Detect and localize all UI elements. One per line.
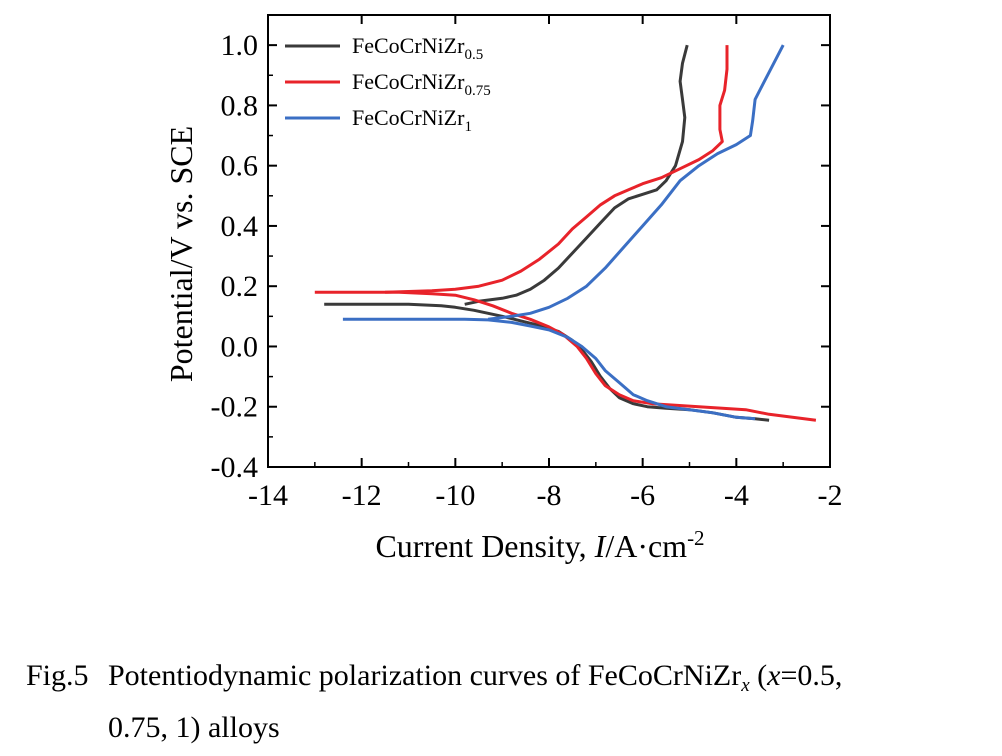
caption-variable: x xyxy=(767,659,781,692)
y-axis-title: Potential/V vs. SCE xyxy=(163,126,199,382)
legend-label: FeCoCrNiZr0.5 xyxy=(352,33,483,63)
caption-line-2: 0.75, 1) alloys xyxy=(108,711,280,744)
y-tick-label: 1.0 xyxy=(221,29,259,62)
series-line-anodic-2 xyxy=(385,45,729,294)
y-tick-label: 0.4 xyxy=(221,210,259,243)
legend-label: FeCoCrNiZr1 xyxy=(352,105,472,135)
legend: FeCoCrNiZr0.5 FeCoCrNiZr0.75 FeCoCrNiZr1 xyxy=(285,33,491,135)
x-tick-label: -6 xyxy=(630,479,655,512)
x-axis-title-italic: I xyxy=(594,528,607,564)
x-tick-label: -4 xyxy=(724,479,749,512)
y-tick-label: -0.4 xyxy=(211,451,259,484)
x-tick-label: -14 xyxy=(248,479,288,512)
figure-caption: Fig.5 Potentiodynamic polarization curves… xyxy=(26,655,996,749)
x-tick-label: -8 xyxy=(537,479,562,512)
polarization-chart: -14 -12 -10 -8 -6 -4 -2 -0.4 -0.2 0.0 0.2 0.4 0.6 0.8… xyxy=(163,14,843,564)
y-tick-label: 0.2 xyxy=(221,270,259,303)
x-axis-title: Current Density, I/A·cm-2 xyxy=(375,526,704,564)
x-axis-title-sup: -2 xyxy=(687,526,705,550)
caption-number: Fig.5 xyxy=(26,659,89,692)
series-line-anodic-3 xyxy=(487,44,785,321)
caption-text: Potentiodynamic polarization curves of F… xyxy=(108,659,742,692)
series-line-cathodic-1 xyxy=(324,302,770,422)
y-tick-label: -0.2 xyxy=(211,391,259,424)
x-tick-label: -12 xyxy=(342,479,382,512)
series-line-anodic-1 xyxy=(464,44,689,306)
series-line-cathodic-3 xyxy=(342,317,756,421)
y-tick-label: 0.6 xyxy=(221,150,259,183)
caption-paren: ( xyxy=(749,659,768,692)
series-line-cathodic-2 xyxy=(314,290,817,422)
x-tick-label: -10 xyxy=(435,479,475,512)
y-tick-label: 0.0 xyxy=(221,330,259,363)
x-axis-title-units: /A·cm xyxy=(605,528,687,564)
caption-values: =0.5, xyxy=(780,659,843,692)
x-tick-label: -2 xyxy=(818,479,843,512)
caption-subscript: x xyxy=(741,675,750,696)
legend-label: FeCoCrNiZr0.75 xyxy=(352,69,491,99)
y-tick-label: 0.8 xyxy=(221,89,259,122)
caption-line-1: Fig.5 Potentiodynamic polarization curves… xyxy=(26,655,996,707)
x-axis-title-prefix: Current Density, xyxy=(375,528,594,564)
